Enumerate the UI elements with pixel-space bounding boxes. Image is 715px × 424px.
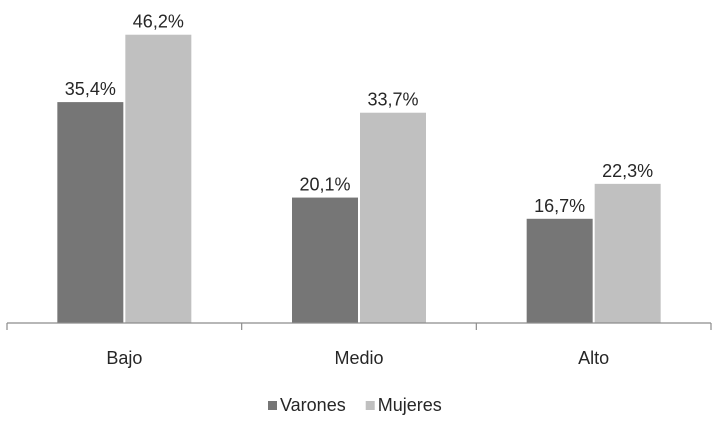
category-label: Bajo: [106, 348, 142, 368]
bar-mujeres-alto: [594, 183, 661, 323]
bar-varones-bajo: [57, 102, 124, 323]
legend: Varones Mujeres: [268, 395, 442, 415]
legend-label: Mujeres: [378, 395, 442, 415]
legend-label: Varones: [280, 395, 346, 415]
legend-swatch: [268, 401, 277, 410]
data-label: 33,7%: [367, 90, 418, 110]
category-label: Alto: [578, 348, 609, 368]
x-axis-categories: Bajo Medio Alto: [106, 348, 609, 368]
legend-swatch: [365, 401, 375, 410]
data-label: 16,7%: [534, 196, 585, 216]
data-label: 35,4%: [65, 79, 116, 99]
bar-varones-alto: [526, 218, 593, 323]
bar-mujeres-medio: [360, 112, 426, 323]
plot-area: 35,4% 46,2% 20,1% 33,7% 16,7% 22,3%: [57, 12, 661, 323]
bar-mujeres-bajo: [125, 34, 192, 323]
data-label: 22,3%: [602, 161, 653, 181]
x-axis-ticks: [6, 323, 712, 330]
data-label: 20,1%: [299, 175, 350, 195]
bar-varones-medio: [292, 197, 358, 323]
category-label: Medio: [334, 348, 383, 368]
data-label: 46,2%: [133, 12, 184, 32]
